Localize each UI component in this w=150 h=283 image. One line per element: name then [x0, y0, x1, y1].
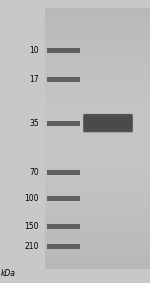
Bar: [45, 210, 150, 217]
Bar: [45, 217, 150, 223]
Bar: [45, 67, 150, 74]
Text: 17: 17: [29, 75, 39, 84]
Bar: [45, 178, 150, 184]
Bar: [45, 262, 150, 269]
Bar: [45, 22, 150, 28]
FancyBboxPatch shape: [46, 170, 80, 175]
Bar: [45, 236, 150, 243]
Bar: [45, 158, 150, 165]
Bar: [45, 139, 150, 145]
Bar: [45, 165, 150, 171]
Bar: [45, 204, 150, 210]
FancyBboxPatch shape: [46, 121, 80, 126]
FancyBboxPatch shape: [46, 224, 80, 229]
Bar: [45, 41, 150, 48]
Text: 35: 35: [29, 119, 39, 128]
FancyBboxPatch shape: [46, 196, 80, 201]
Text: 210: 210: [25, 242, 39, 251]
Bar: [45, 132, 150, 139]
Text: 150: 150: [24, 222, 39, 231]
Text: 100: 100: [24, 194, 39, 203]
FancyBboxPatch shape: [83, 114, 133, 132]
Bar: [45, 61, 150, 67]
Bar: [45, 35, 150, 41]
Bar: [45, 152, 150, 158]
Text: kDa: kDa: [1, 269, 16, 278]
Bar: [45, 106, 150, 113]
Bar: [45, 171, 150, 178]
Bar: [45, 256, 150, 262]
FancyBboxPatch shape: [46, 244, 80, 249]
Bar: [45, 126, 150, 132]
Bar: [45, 15, 150, 22]
Bar: [45, 87, 150, 93]
Bar: [45, 80, 150, 87]
Bar: [45, 145, 150, 152]
Bar: [45, 48, 150, 54]
Bar: [45, 28, 150, 35]
Bar: [45, 119, 150, 126]
FancyBboxPatch shape: [45, 8, 150, 269]
Text: 70: 70: [29, 168, 39, 177]
Bar: [45, 230, 150, 236]
Bar: [45, 184, 150, 191]
Bar: [45, 93, 150, 100]
Bar: [45, 191, 150, 197]
Bar: [45, 113, 150, 119]
Bar: [45, 8, 150, 15]
Text: 10: 10: [29, 46, 39, 55]
Bar: [45, 223, 150, 230]
FancyBboxPatch shape: [83, 118, 133, 131]
Bar: [45, 74, 150, 80]
FancyBboxPatch shape: [46, 77, 80, 82]
Bar: [45, 54, 150, 61]
Bar: [45, 243, 150, 249]
Bar: [45, 100, 150, 106]
FancyBboxPatch shape: [83, 115, 133, 127]
Bar: [45, 249, 150, 256]
FancyBboxPatch shape: [46, 48, 80, 53]
Bar: [45, 197, 150, 204]
